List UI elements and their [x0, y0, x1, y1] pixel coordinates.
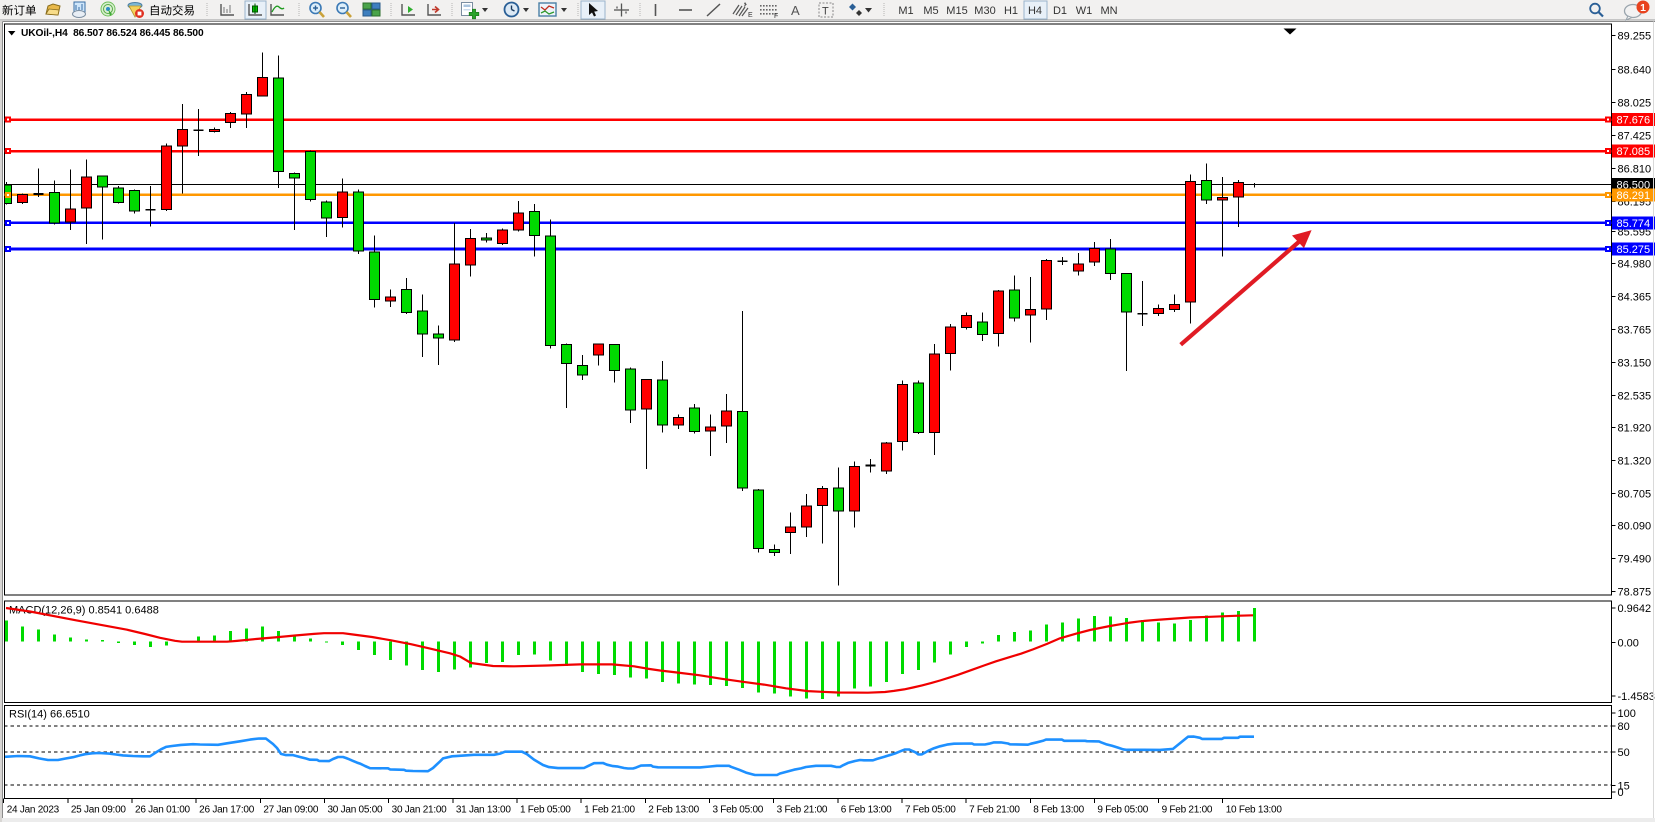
svg-text:81.920: 81.920 [1618, 423, 1652, 435]
svg-text:A: A [791, 3, 800, 18]
svg-text:84.980: 84.980 [1618, 259, 1652, 271]
svg-text:26 Jan 17:00: 26 Jan 17:00 [199, 805, 255, 816]
svg-text:10 Feb 13:00: 10 Feb 13:00 [1226, 805, 1283, 816]
svg-text:80: 80 [1618, 721, 1630, 733]
svg-text:26 Jan 01:00: 26 Jan 01:00 [135, 805, 191, 816]
svg-text:82.535: 82.535 [1618, 391, 1652, 403]
svg-text:3 Feb 05:00: 3 Feb 05:00 [712, 805, 763, 816]
svg-text:0: 0 [1618, 787, 1624, 799]
svg-text:F: F [774, 13, 778, 20]
svg-text:M15: M15 [946, 5, 967, 17]
svg-text:1 Feb 21:00: 1 Feb 21:00 [584, 805, 635, 816]
svg-text:W1: W1 [1076, 5, 1093, 17]
svg-text:0.9642: 0.9642 [1618, 603, 1652, 615]
svg-text:81.320: 81.320 [1618, 456, 1652, 468]
svg-text:85.275: 85.275 [1617, 244, 1651, 256]
svg-text:88.025: 88.025 [1618, 98, 1652, 110]
svg-text:H1: H1 [1004, 5, 1018, 17]
svg-text:1: 1 [1640, 2, 1646, 14]
svg-text:84.365: 84.365 [1618, 292, 1652, 304]
svg-text:6 Feb 13:00: 6 Feb 13:00 [841, 805, 892, 816]
svg-text:9 Feb 21:00: 9 Feb 21:00 [1162, 805, 1213, 816]
svg-text:85.774: 85.774 [1617, 218, 1651, 230]
svg-text:87.676: 87.676 [1617, 115, 1651, 127]
svg-text:24 Jan 2023: 24 Jan 2023 [7, 805, 60, 816]
svg-text:M5: M5 [923, 5, 938, 17]
svg-text:-1.4583: -1.4583 [1618, 691, 1655, 703]
svg-text:86.291: 86.291 [1617, 190, 1651, 202]
svg-text:85.595: 85.595 [1618, 227, 1652, 239]
svg-text:E: E [748, 12, 753, 19]
svg-text:30 Jan 21:00: 30 Jan 21:00 [392, 805, 448, 816]
svg-text:89.255: 89.255 [1618, 31, 1652, 43]
svg-text:87.085: 87.085 [1617, 146, 1651, 158]
svg-text:88.640: 88.640 [1618, 65, 1652, 77]
svg-text:T: T [822, 6, 829, 18]
svg-text:MACD(12,26,9) 0.8541 0.6488: MACD(12,26,9) 0.8541 0.6488 [9, 605, 159, 617]
svg-text:MN: MN [1100, 5, 1117, 17]
svg-text:83.150: 83.150 [1618, 358, 1652, 370]
svg-text:27 Jan 09:00: 27 Jan 09:00 [263, 805, 319, 816]
svg-text:3 Feb 21:00: 3 Feb 21:00 [777, 805, 828, 816]
svg-text:15: 15 [1618, 780, 1630, 792]
svg-text:1 Feb 05:00: 1 Feb 05:00 [520, 805, 571, 816]
svg-text:30 Jan 05:00: 30 Jan 05:00 [328, 805, 384, 816]
svg-text:25 Jan 09:00: 25 Jan 09:00 [71, 805, 127, 816]
svg-text:8 Feb 13:00: 8 Feb 13:00 [1033, 805, 1084, 816]
svg-text:83.765: 83.765 [1618, 325, 1652, 337]
svg-text:7 Feb 05:00: 7 Feb 05:00 [905, 805, 956, 816]
svg-text:7 Feb 21:00: 7 Feb 21:00 [969, 805, 1020, 816]
svg-text:M1: M1 [898, 5, 913, 17]
svg-text:80.705: 80.705 [1618, 489, 1652, 501]
svg-text:M30: M30 [974, 5, 995, 17]
svg-text:100: 100 [1618, 708, 1636, 720]
svg-text:87.425: 87.425 [1618, 131, 1652, 143]
svg-text:2 Feb 13:00: 2 Feb 13:00 [648, 805, 699, 816]
svg-text:9 Feb 05:00: 9 Feb 05:00 [1097, 805, 1148, 816]
svg-text:RSI(14) 66.6510: RSI(14) 66.6510 [9, 709, 90, 721]
svg-text:31 Jan 13:00: 31 Jan 13:00 [456, 805, 512, 816]
svg-text:UKOil-,H4 86.507 86.524 86.44: UKOil-,H4 86.507 86.524 86.445 86.500 [21, 28, 204, 39]
svg-text:H4: H4 [1028, 5, 1042, 17]
svg-text:79.490: 79.490 [1618, 554, 1652, 566]
svg-text:78.875: 78.875 [1618, 586, 1652, 598]
svg-text:50: 50 [1618, 747, 1630, 759]
svg-text:86.810: 86.810 [1618, 164, 1652, 176]
svg-text:D1: D1 [1053, 5, 1067, 17]
svg-text:0.00: 0.00 [1618, 638, 1639, 650]
svg-text:80.090: 80.090 [1618, 521, 1652, 533]
